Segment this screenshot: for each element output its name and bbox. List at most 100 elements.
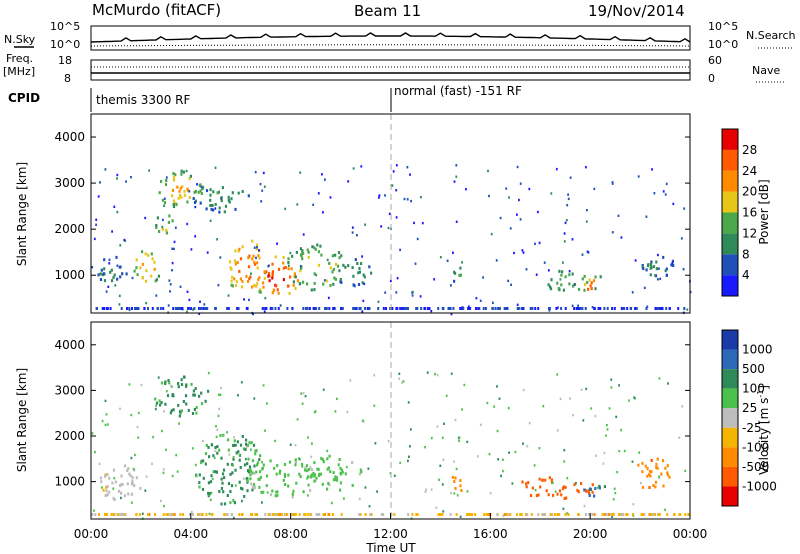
scatter-cell	[279, 469, 282, 473]
scatter-cell-ground	[154, 513, 156, 516]
scatter-cell	[351, 461, 354, 464]
scatter-cell	[552, 493, 555, 497]
scatter-cell	[310, 288, 313, 292]
scatter-cell-ground	[187, 307, 190, 310]
scatter-cell	[313, 474, 316, 478]
nave-tick-top: 60	[708, 54, 722, 67]
scatter-cell	[339, 466, 342, 470]
scatter-cell-ground	[124, 513, 127, 516]
scatter-cell-sparse	[310, 455, 313, 459]
scatter-cell-sparse	[402, 380, 405, 383]
scatter-cell-sparse	[488, 194, 490, 198]
scatter-cell-sparse	[179, 285, 182, 288]
scatter-cell	[648, 473, 651, 477]
scatter-cell	[195, 474, 198, 478]
nsky-label: N.Sky	[4, 33, 36, 46]
scatter-cell-sparse	[380, 225, 383, 228]
scatter-cell-ground	[192, 513, 194, 516]
scatter-cell-sparse	[631, 291, 634, 294]
scatter-cell	[594, 487, 597, 490]
scatter-cell-sparse	[658, 377, 661, 380]
scatter-cell-sparse	[144, 489, 147, 492]
scatter-cell-ground	[162, 307, 165, 310]
scatter-cell	[172, 172, 175, 176]
scatter-cell	[193, 408, 196, 411]
scatter-cell	[127, 492, 130, 496]
scatter-cell-sparse	[170, 384, 172, 388]
scatter-cell	[318, 474, 321, 477]
scatter-cell-sparse	[217, 284, 220, 287]
scatter-cell-sparse	[116, 173, 119, 177]
scatter-cell-ground	[626, 307, 629, 310]
scatter-cell	[116, 277, 119, 281]
scatter-cell	[222, 433, 225, 437]
scatter-cell-sparse	[215, 425, 217, 428]
scatter-cell	[154, 279, 157, 283]
scatter-cell	[215, 470, 218, 474]
colorbar-tick-label: 8	[742, 247, 750, 261]
scatter-cell	[650, 263, 653, 267]
scatter-cell-ground	[613, 307, 616, 310]
scatter-cell-sparse	[226, 431, 228, 434]
scatter-cell	[175, 203, 178, 206]
scatter-cell-sparse	[465, 188, 467, 191]
scatter-cell	[258, 477, 261, 481]
scatter-cell	[459, 484, 462, 488]
scatter-cell	[99, 278, 103, 281]
scatter-cell	[272, 288, 275, 292]
scatter-cell-ground	[441, 513, 444, 516]
scatter-cell	[535, 494, 538, 498]
scatter-cell	[256, 282, 259, 286]
scatter-cell	[260, 490, 263, 494]
scatter-cell-ground	[551, 513, 554, 516]
scatter-cell	[239, 466, 242, 469]
freq-strip-frame	[90, 59, 691, 81]
scatter-cell	[141, 262, 144, 266]
scatter-cell	[271, 291, 274, 295]
scatter-cell-sparse	[99, 181, 101, 184]
scatter-cell	[190, 382, 193, 386]
scatter-cell	[306, 282, 309, 286]
scatter-cell	[246, 444, 249, 448]
scatter-cell	[460, 489, 463, 492]
scatter-cell-ground	[98, 513, 100, 516]
scatter-cell-ground	[556, 513, 559, 516]
scatter-cell-sparse	[217, 414, 220, 418]
scatter-cell-ground	[366, 307, 369, 310]
scatter-cell-sparse	[95, 218, 98, 221]
scatter-cell-sparse	[232, 464, 234, 467]
scatter-cell-ground	[466, 513, 469, 516]
scatter-cell-ground	[179, 513, 182, 516]
scatter-cell	[102, 488, 105, 492]
scatter-cell-sparse	[459, 515, 462, 518]
scatter-cell-ground	[227, 307, 230, 310]
scatter-cell	[265, 270, 268, 274]
scatter-cell-ground	[442, 307, 445, 310]
scatter-cell-sparse	[250, 272, 252, 275]
scatter-cell	[339, 481, 342, 485]
scatter-cell-sparse	[322, 388, 325, 391]
scatter-cell-sparse	[419, 295, 422, 298]
scatter-cell	[171, 194, 174, 198]
scatter-cell-ground	[162, 513, 165, 516]
scatter-cell	[340, 280, 343, 284]
scatter-cell-sparse	[672, 202, 675, 206]
scatter-cell-sparse	[498, 397, 501, 400]
scatter-cell-sparse	[401, 381, 403, 384]
scatter-cell-sparse	[168, 279, 171, 282]
scatter-cell	[273, 466, 276, 470]
scatter-cell	[159, 403, 162, 407]
scatter-cell	[180, 378, 183, 382]
freq-label: Freq.	[6, 52, 33, 65]
scatter-cell-sparse	[521, 249, 524, 252]
scatter-cell	[313, 281, 316, 285]
scatter-cell	[338, 256, 341, 260]
scatter-cell	[310, 474, 313, 478]
scatter-cell	[362, 273, 365, 277]
scatter-cell-ground	[665, 307, 668, 310]
scatter-cell-sparse	[232, 455, 235, 459]
scatter-cell-sparse	[161, 225, 164, 229]
scatter-cell-sparse	[186, 310, 188, 313]
scatter-cell	[322, 282, 325, 286]
scatter-cell-sparse	[411, 294, 414, 297]
